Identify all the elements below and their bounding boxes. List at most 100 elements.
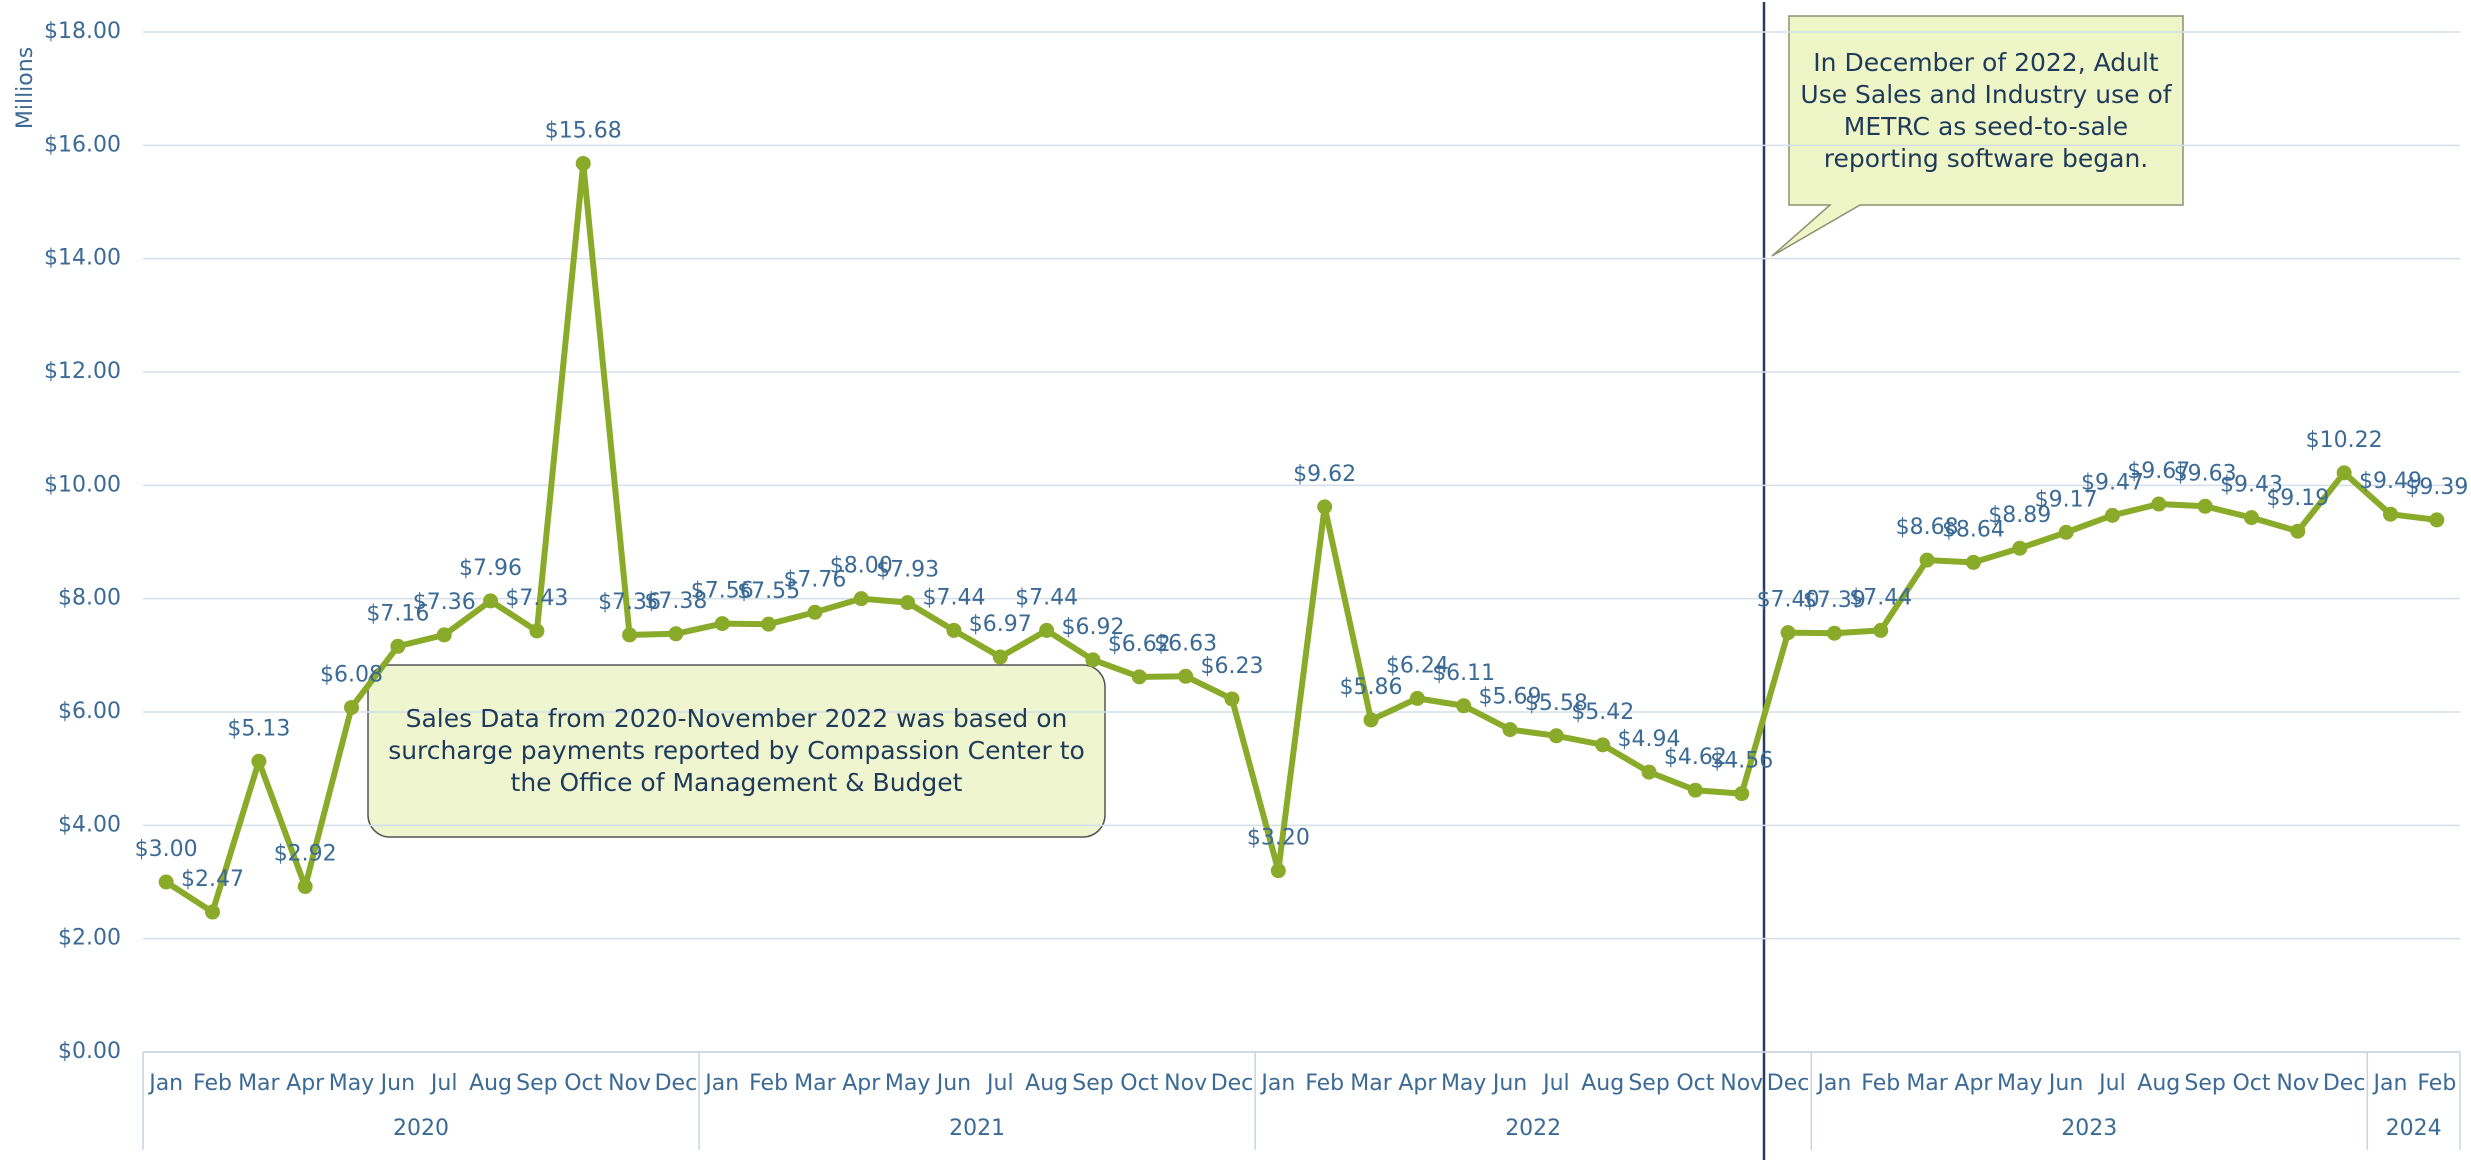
- data-point: [529, 623, 545, 639]
- x-tick-label: Jan: [2372, 1071, 2408, 1096]
- data-point: [297, 879, 313, 895]
- x-tick-label: Nov: [1164, 1071, 1207, 1096]
- note-text: Sales Data from 2020-November 2022 was b…: [388, 704, 1085, 797]
- data-label: $7.16: [366, 601, 429, 626]
- data-label: $9.17: [2035, 487, 2098, 512]
- data-label: $7.55: [737, 579, 800, 604]
- x-tick-label: Sep: [2184, 1071, 2225, 1096]
- x-group-label: 2023: [2061, 1116, 2117, 1141]
- x-tick-label: Apr: [286, 1071, 325, 1096]
- x-tick-label: May: [885, 1071, 930, 1096]
- x-tick-label: Dec: [655, 1071, 698, 1096]
- data-label: $5.69: [1479, 685, 1542, 710]
- data-label: $5.42: [1571, 700, 1634, 725]
- x-tick-label: Nov: [1720, 1071, 1763, 1096]
- data-label: $9.62: [1293, 462, 1356, 487]
- y-tick-label: $18.00: [44, 19, 121, 44]
- data-point: [2290, 523, 2306, 539]
- y-axis-label: Millions: [13, 47, 38, 129]
- data-point: [853, 591, 869, 607]
- x-tick-label: Jan: [703, 1071, 739, 1096]
- note-box: [367, 664, 1106, 838]
- data-label: $9.47: [2081, 470, 2144, 495]
- data-label: $8.68: [1896, 515, 1959, 540]
- data-point: [992, 649, 1008, 665]
- data-point: [205, 904, 221, 920]
- data-point: [946, 622, 962, 638]
- data-point: [1039, 622, 1055, 638]
- data-label: $6.11: [1432, 661, 1495, 686]
- x-tick-label: Apr: [1954, 1071, 1993, 1096]
- y-tick-label: $10.00: [44, 472, 121, 497]
- data-label: $7.43: [505, 586, 568, 611]
- x-tick-label: Apr: [842, 1071, 881, 1096]
- x-tick-label: Jun: [379, 1071, 415, 1096]
- data-point: [1734, 786, 1750, 802]
- data-label: $8.00: [830, 554, 893, 579]
- data-label: $2.47: [181, 867, 244, 892]
- data-point: [2197, 498, 2213, 514]
- data-label: $9.43: [2220, 473, 2283, 498]
- x-tick-label: Apr: [1398, 1071, 1437, 1096]
- x-tick-label: Oct: [2232, 1071, 2270, 1096]
- data-line: [164, 160, 2438, 916]
- data-label: $7.44: [922, 585, 985, 610]
- x-tick-label: Aug: [2137, 1071, 2180, 1096]
- x-tick-label: Jan: [1815, 1071, 1851, 1096]
- data-point: [390, 638, 406, 654]
- x-group-label: 2024: [2386, 1116, 2442, 1141]
- x-tick-label: May: [1441, 1071, 1486, 1096]
- data-label: $15.68: [545, 118, 622, 143]
- data-label: $6.08: [320, 662, 383, 687]
- x-tick-label: Oct: [1676, 1071, 1714, 1096]
- data-point: [251, 753, 267, 769]
- data-label: $8.89: [1988, 503, 2051, 528]
- data-point: [2058, 524, 2074, 540]
- x-tick-label: Aug: [1025, 1071, 1068, 1096]
- data-label: $9.19: [2266, 486, 2329, 511]
- data-label: $7.56: [691, 579, 754, 604]
- y-tick-label: $8.00: [58, 586, 121, 611]
- data-point: [622, 627, 638, 643]
- data-label: $5.86: [1340, 675, 1403, 700]
- data-point: [1085, 652, 1101, 668]
- data-label: $2.92: [274, 842, 337, 867]
- data-point: [1641, 764, 1657, 780]
- data-label: $4.94: [1618, 727, 1681, 752]
- x-group-label: 2020: [393, 1116, 449, 1141]
- data-label: $7.44: [1849, 585, 1912, 610]
- data-point: [1456, 698, 1472, 714]
- x-tick-label: Dec: [2323, 1071, 2366, 1096]
- data-point: [1178, 668, 1194, 684]
- x-tick-label: Nov: [608, 1071, 651, 1096]
- x-tick-label: May: [329, 1071, 374, 1096]
- x-tick-label: Sep: [516, 1071, 557, 1096]
- data-point: [714, 616, 730, 632]
- data-label: $9.49: [2359, 469, 2422, 494]
- callout-text: In December of 2022, Adult Use Sales and…: [1800, 47, 2172, 173]
- x-tick-label: Jun: [935, 1071, 971, 1096]
- data-label: $7.40: [1757, 588, 1820, 613]
- x-tick-label: Jan: [1259, 1071, 1295, 1096]
- x-tick-label: Feb: [2417, 1071, 2456, 1096]
- callout-box: [1771, 15, 2184, 257]
- data-label: $6.63: [1154, 631, 1217, 656]
- data-point: [2104, 507, 2120, 523]
- data-point: [483, 593, 499, 609]
- x-tick-label: Sep: [1072, 1071, 1113, 1096]
- y-tick-label: $2.00: [58, 926, 121, 951]
- x-tick-label: Jan: [147, 1071, 183, 1096]
- data-label: $4.62: [1664, 745, 1727, 770]
- data-label: $7.76: [783, 567, 846, 592]
- y-tick-label: $12.00: [44, 359, 121, 384]
- y-tick-label: $0.00: [58, 1039, 121, 1064]
- x-tick-label: Mar: [238, 1071, 280, 1096]
- data-point: [436, 627, 452, 643]
- data-label: $7.36: [598, 590, 661, 615]
- x-tick-label: Mar: [1906, 1071, 1948, 1096]
- data-point: [1363, 712, 1379, 728]
- data-point: [1317, 499, 1333, 515]
- data-label: $7.96: [459, 556, 522, 581]
- data-label: $6.97: [969, 612, 1032, 637]
- data-label: $9.63: [2174, 461, 2237, 486]
